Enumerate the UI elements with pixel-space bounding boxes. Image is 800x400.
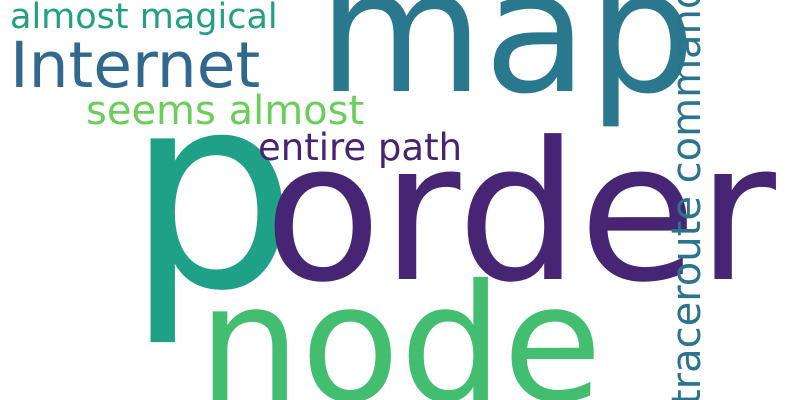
word-node: node	[198, 264, 602, 400]
word-map: map	[318, 0, 696, 118]
word-entire-path: entire path	[258, 129, 462, 166]
word-seems-almost: seems almost	[86, 91, 364, 131]
word-traceroute-command: traceroute command	[667, 0, 707, 400]
